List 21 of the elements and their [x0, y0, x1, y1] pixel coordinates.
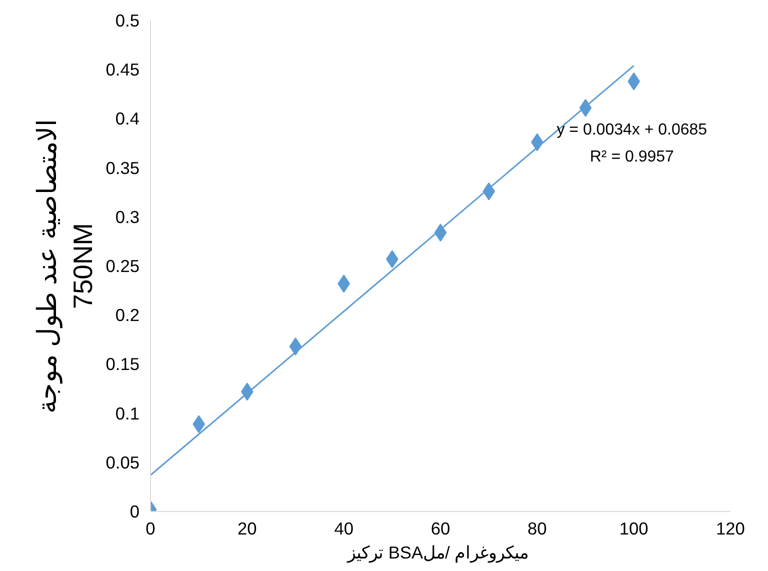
y-tick-label: 0.35 — [106, 158, 140, 178]
x-tick-label: 100 — [619, 518, 648, 538]
point — [289, 338, 302, 356]
x-tick-label: 60 — [430, 518, 450, 538]
y-tick-label: 0.5 — [115, 10, 140, 30]
y-tick-label: 0.3 — [115, 206, 140, 227]
y-tick-label: 0.2 — [115, 305, 140, 326]
x-axis-title: تركيز BSAميكروغرام /مل — [346, 542, 529, 564]
y-tick-label: 0.4 — [115, 108, 140, 129]
y-tick-label: 0.25 — [106, 256, 140, 276]
y-tick-label: 0.05 — [106, 452, 140, 472]
y-tick-label: 0.15 — [106, 354, 140, 374]
y-tick-label: 0.1 — [115, 403, 140, 424]
y-tick-label: 0 — [130, 502, 140, 522]
x-tick-label: 20 — [238, 518, 257, 538]
annotation: R² = 0.9957 — [590, 148, 674, 166]
x-tick-label: 120 — [716, 518, 745, 538]
x-tick-label: 40 — [334, 518, 354, 538]
x-tick-label: 80 — [528, 518, 547, 538]
x-tick-label: 0 — [146, 518, 156, 538]
y-tick-label: 0.45 — [106, 60, 140, 80]
